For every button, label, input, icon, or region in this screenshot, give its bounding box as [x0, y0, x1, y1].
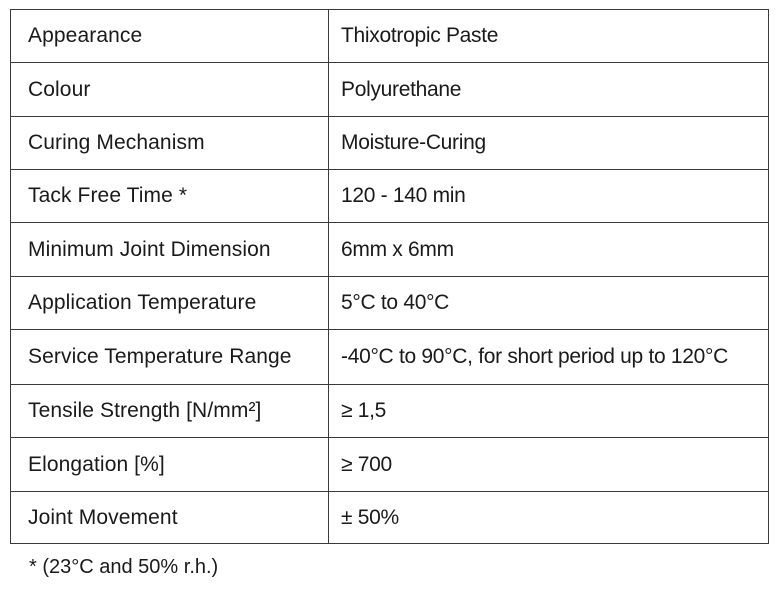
value-cell: ± 50% — [328, 491, 769, 544]
table-row: Service Temperature Range -40°C to 90°C,… — [10, 329, 769, 385]
property-cell: Tensile Strength [N/mm²] — [10, 384, 329, 438]
value-cell: Moisture-Curing — [328, 116, 769, 170]
property-cell: Joint Movement — [10, 491, 329, 544]
value-cell: 6mm x 6mm — [328, 222, 769, 277]
value-cell: 120 - 140 min — [328, 169, 769, 223]
table-row: Colour Polyurethane — [10, 62, 769, 117]
table-row: Tensile Strength [N/mm²] ≥ 1,5 — [10, 384, 769, 438]
property-cell: Application Temperature — [10, 276, 329, 330]
table-row: Joint Movement ± 50% — [10, 491, 769, 544]
property-cell: Tack Free Time * — [10, 169, 329, 223]
table-row: Appearance Thixotropic Paste — [10, 9, 769, 63]
value-cell: ≥ 700 — [328, 437, 769, 492]
property-cell: Appearance — [10, 9, 329, 63]
property-cell: Curing Mechanism — [10, 116, 329, 170]
table-row: Application Temperature 5°C to 40°C — [10, 276, 769, 330]
property-cell: Minimum Joint Dimension — [10, 222, 329, 277]
table-row: Elongation [%] ≥ 700 — [10, 437, 769, 492]
footnote: * (23°C and 50% r.h.) — [29, 556, 219, 578]
table-row: Minimum Joint Dimension 6mm x 6mm — [10, 222, 769, 277]
specifications-table: Appearance Thixotropic Paste Colour Poly… — [10, 9, 769, 544]
value-cell: Polyurethane — [328, 62, 769, 117]
value-cell: 5°C to 40°C — [328, 276, 769, 330]
value-cell: -40°C to 90°C, for short period up to 12… — [328, 329, 769, 385]
property-cell: Elongation [%] — [10, 437, 329, 492]
property-cell: Colour — [10, 62, 329, 117]
property-cell: Service Temperature Range — [10, 329, 329, 385]
value-cell: ≥ 1,5 — [328, 384, 769, 438]
value-cell: Thixotropic Paste — [328, 9, 769, 63]
table-row: Tack Free Time * 120 - 140 min — [10, 169, 769, 223]
table-row: Curing Mechanism Moisture-Curing — [10, 116, 769, 170]
